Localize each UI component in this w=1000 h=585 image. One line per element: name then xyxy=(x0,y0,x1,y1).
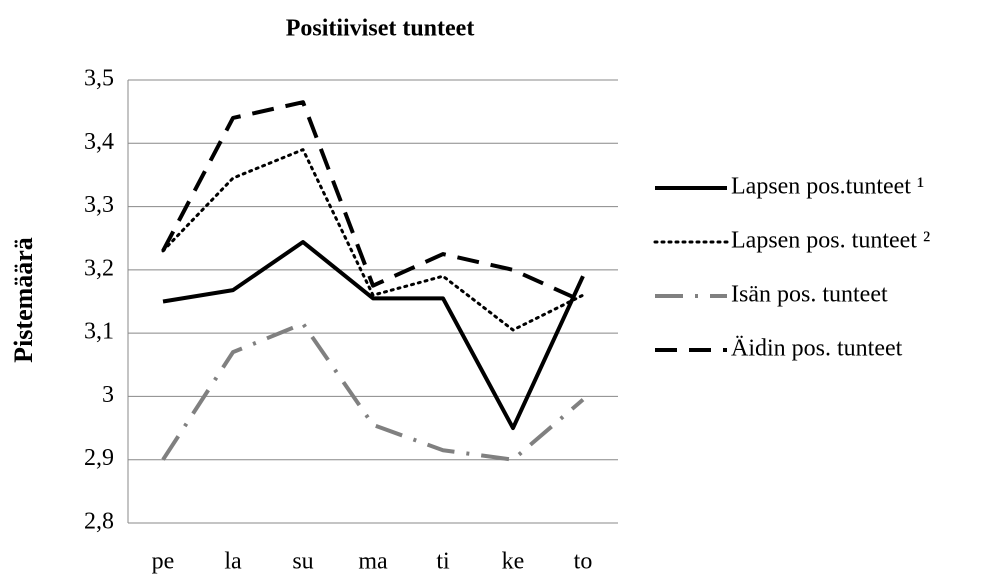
y-axis-label: Pistemäärä xyxy=(9,237,38,363)
legend-label: Äidin pos. tunteet xyxy=(731,336,903,362)
x-tick-label: ti xyxy=(436,549,450,575)
y-tick-label: 2,9 xyxy=(84,445,114,471)
y-tick-label: 3,3 xyxy=(84,192,114,218)
y-tick-label: 3,5 xyxy=(84,66,114,92)
series-line xyxy=(161,321,585,462)
y-tick-label: 3,1 xyxy=(84,319,114,345)
x-tick-label: ma xyxy=(358,549,388,575)
chart-title: Positiiviset tunteet xyxy=(286,16,475,42)
legend-label: Lapsen pos.tunteet ¹ xyxy=(731,174,924,200)
series-line xyxy=(161,100,584,304)
legend-label: Lapsen pos. tunteet ² xyxy=(731,228,930,254)
x-tick-label: la xyxy=(224,549,242,575)
series-line xyxy=(161,148,585,332)
y-tick-label: 3,2 xyxy=(84,255,114,281)
legend-label: Isän pos. tunteet xyxy=(731,282,888,308)
y-tick-label: 3,4 xyxy=(84,129,114,155)
y-tick-label: 2,8 xyxy=(84,509,114,535)
x-tick-label: ke xyxy=(502,549,525,575)
x-tick-label: to xyxy=(574,549,593,575)
series-line xyxy=(162,240,585,431)
y-tick-label: 3 xyxy=(102,382,114,408)
x-tick-label: pe xyxy=(152,549,175,575)
x-tick-label: su xyxy=(292,549,313,575)
